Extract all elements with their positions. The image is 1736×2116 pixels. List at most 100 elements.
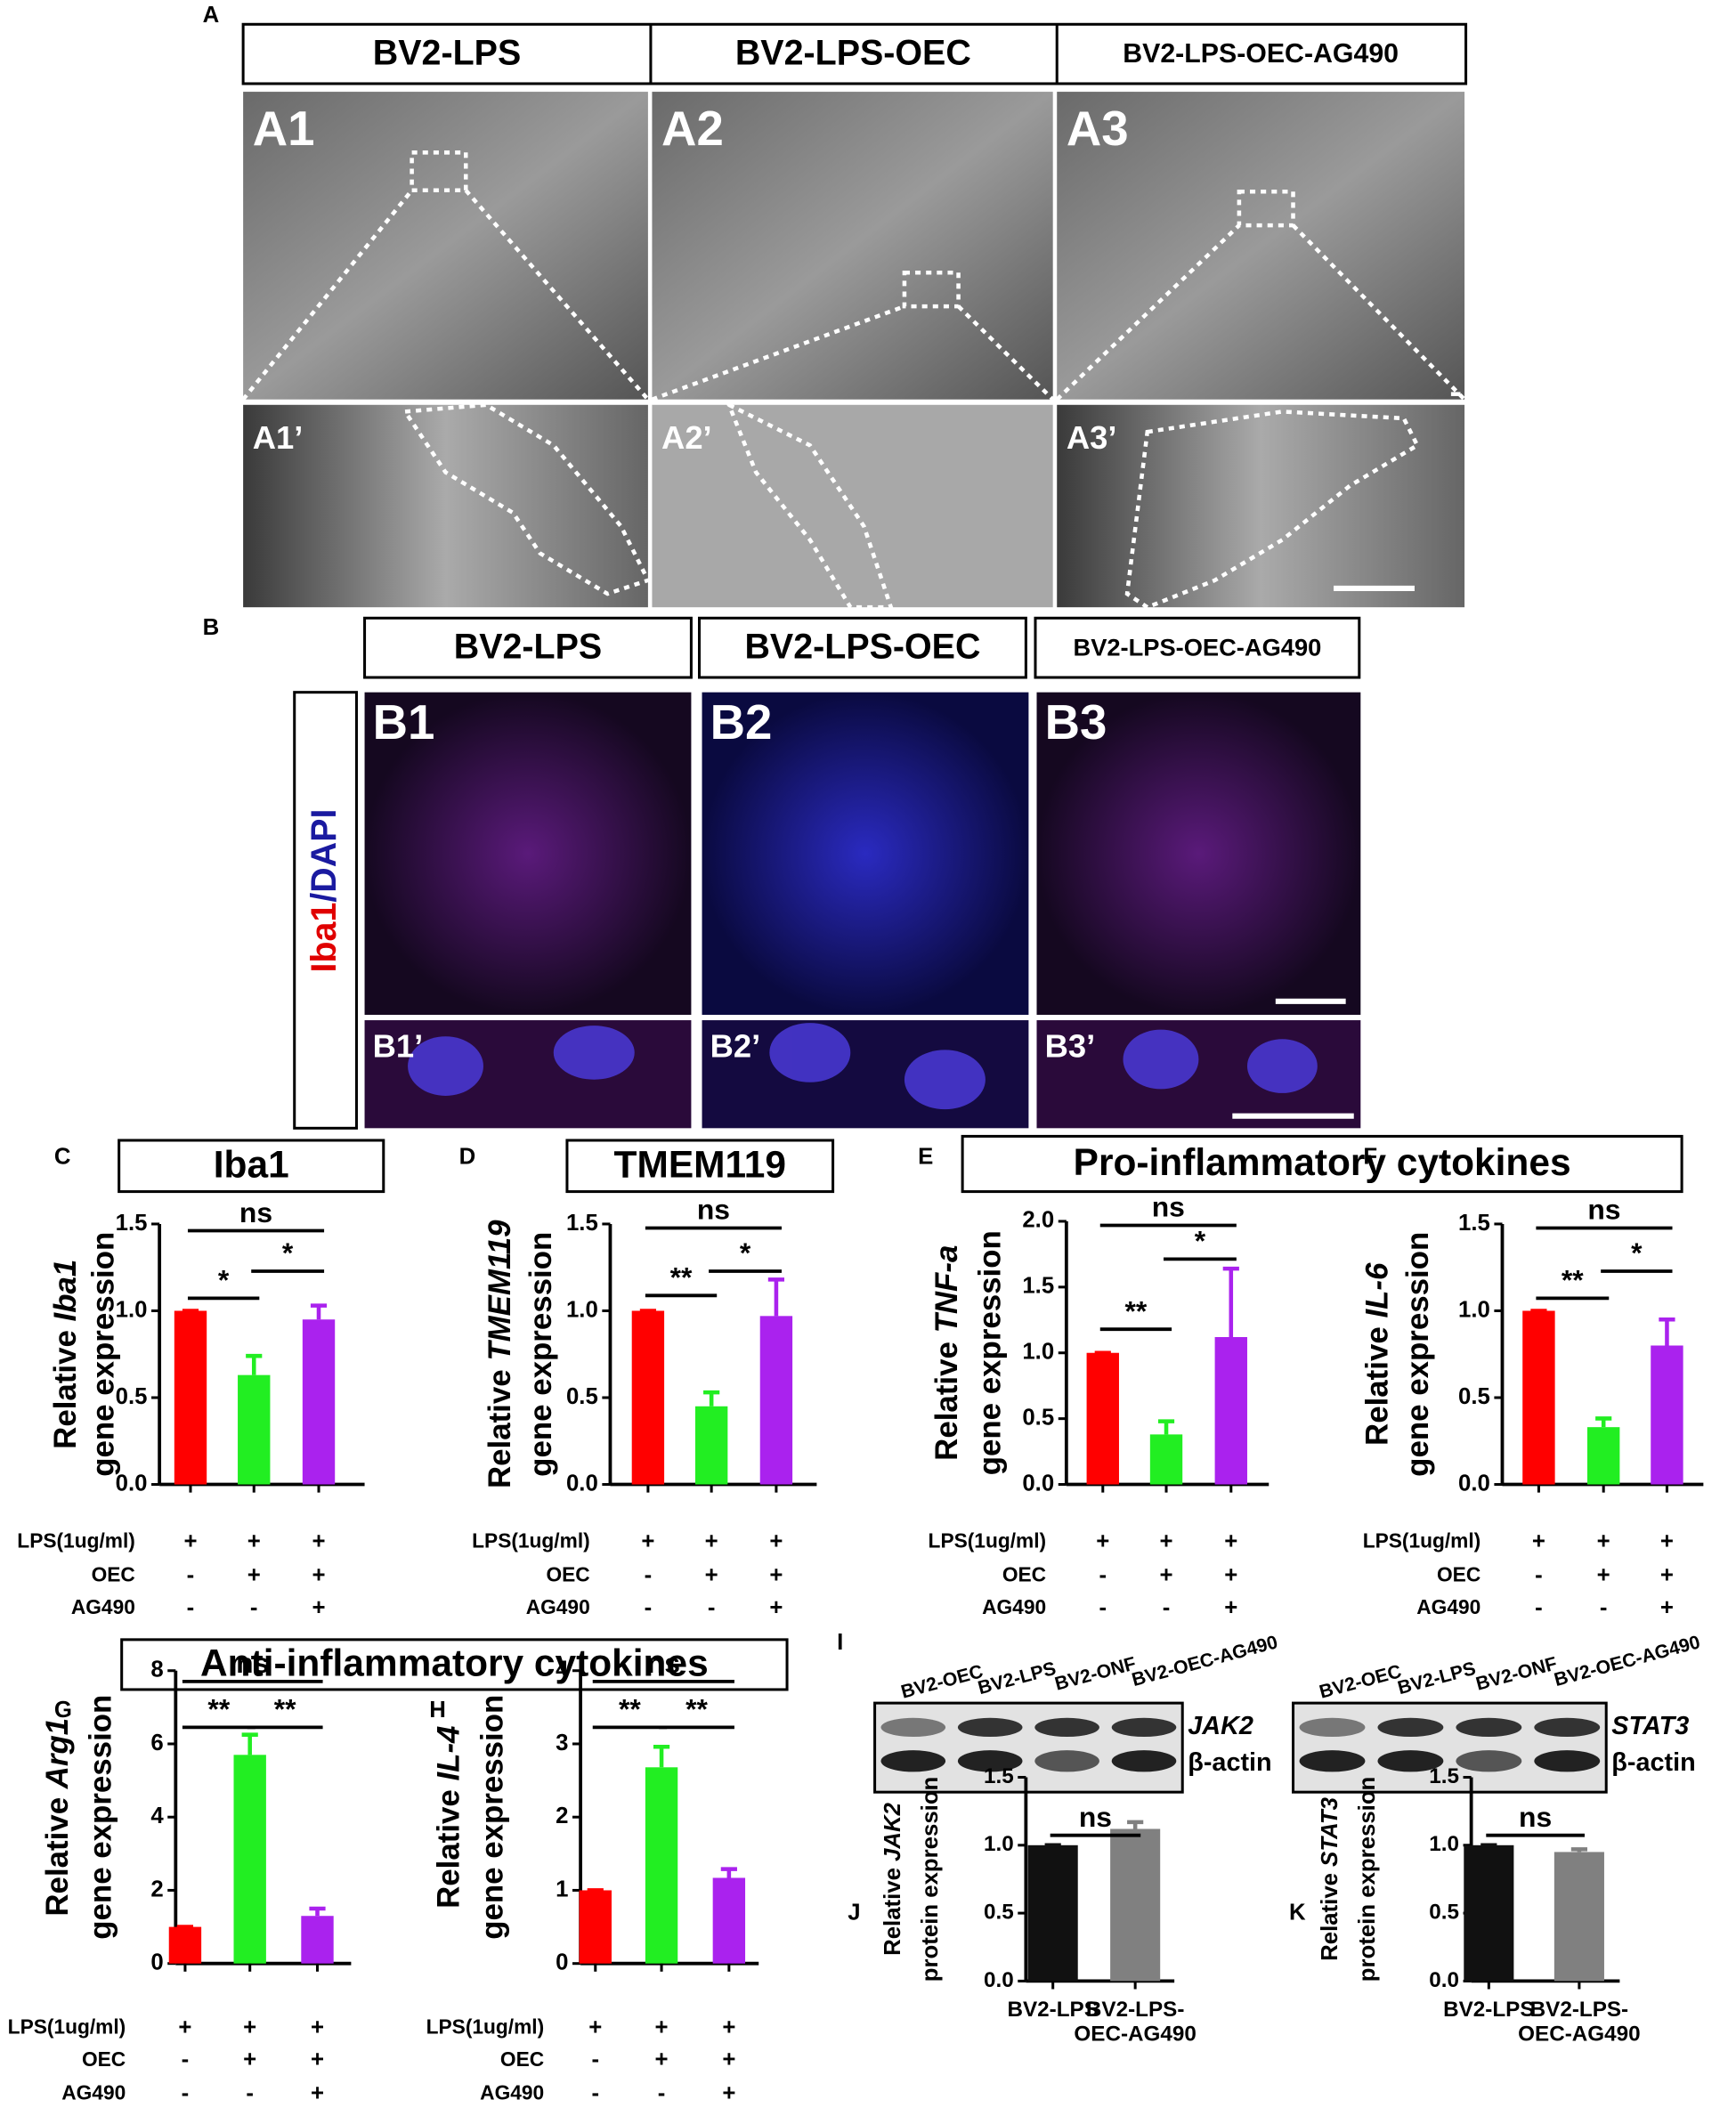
- y-axis-label-gene: Iba1: [48, 1260, 83, 1322]
- error-bar: [1222, 1266, 1239, 1337]
- image-label: A2’: [661, 419, 712, 456]
- condition-mark: -: [1099, 1562, 1107, 1587]
- bar: [645, 1767, 678, 1964]
- header-box: [697, 616, 1027, 679]
- image-label: A2: [661, 101, 724, 156]
- nuclei: [408, 1023, 1318, 1110]
- y-axis-label-gene: Arg1: [40, 1718, 75, 1789]
- bar: [759, 1316, 793, 1485]
- bar: [631, 1310, 665, 1485]
- y-axis-label-text: Relative: [40, 1788, 75, 1916]
- error-bar: [653, 1744, 670, 1768]
- condition-mark: +: [655, 2015, 669, 2039]
- error-bar: [1157, 1419, 1175, 1435]
- condition-mark: +: [1660, 1595, 1674, 1620]
- y-tick-label: 1.5: [1458, 1211, 1490, 1236]
- significance-label: ns: [1152, 1191, 1185, 1223]
- bar: [238, 1374, 271, 1485]
- band: [1034, 1717, 1099, 1738]
- condition-label: OEC: [82, 2047, 126, 2071]
- y-axis-label: Relative Arg1: [40, 1718, 75, 1917]
- condition-mark: +: [769, 1529, 783, 1554]
- panel-letter: H: [429, 1698, 446, 1723]
- y-tick-label: 0.0: [116, 1471, 148, 1496]
- y-tick-label: 1: [556, 1877, 568, 1901]
- y-tick-label: 0.0: [1022, 1471, 1054, 1496]
- x-tick-label: BV2-LPS: [1443, 1998, 1534, 2022]
- condition-mark: +: [178, 2015, 191, 2039]
- image-label: B2’: [710, 1027, 761, 1064]
- fluorescence-image: [1036, 692, 1361, 1015]
- bar: [1027, 1844, 1078, 1982]
- y-tick-label: 1.5: [1429, 1764, 1459, 1788]
- micrograph: [652, 92, 1053, 400]
- condition-mark: +: [312, 1595, 325, 1620]
- bar: [1651, 1345, 1683, 1485]
- stain-red: Iba1: [305, 903, 345, 973]
- condition-mark: -: [1535, 1595, 1543, 1620]
- stain-box: [293, 691, 358, 1130]
- y-axis-label-text: Relative: [483, 1361, 517, 1488]
- title-box: [565, 1139, 835, 1194]
- condition-mark: +: [705, 1562, 718, 1587]
- band: [1111, 1717, 1177, 1738]
- panel-letter: C: [54, 1144, 71, 1169]
- error-bar: [767, 1277, 785, 1317]
- condition-mark: +: [312, 1562, 325, 1587]
- significance-label: *: [1195, 1225, 1206, 1257]
- y-axis-label: gene expression: [475, 1695, 509, 1940]
- condition-label: AG490: [526, 1595, 590, 1618]
- x-tick-label: BV2-LPS-: [1530, 1998, 1628, 2022]
- y-tick-label: 4: [556, 1658, 569, 1682]
- y-axis-label: Relative JAK2: [880, 1802, 905, 1956]
- y-tick-label: 0.5: [566, 1384, 598, 1409]
- panel-letter: J: [848, 1900, 860, 1925]
- panel-letter: A: [203, 3, 220, 28]
- lane-label: BV2-OEC-AG490: [1552, 1632, 1702, 1690]
- significance-label: ns: [647, 1647, 680, 1679]
- y-axis-label-text: Relative: [929, 1333, 964, 1460]
- bar: [1586, 1427, 1620, 1485]
- condition-mark: -: [591, 2047, 599, 2072]
- condition-mark: +: [1660, 1529, 1674, 1554]
- band: [1299, 1717, 1366, 1738]
- condition-mark: +: [1160, 1562, 1173, 1587]
- y-tick-label: 3: [556, 1731, 568, 1755]
- y-tick-label: 0.5: [116, 1384, 148, 1409]
- error-bar: [241, 1732, 258, 1755]
- condition-label: AG490: [71, 1595, 135, 1618]
- panel-letter: E: [918, 1144, 933, 1169]
- significance-label: *: [218, 1264, 230, 1296]
- band: [1534, 1750, 1601, 1772]
- panel-letter: B: [203, 615, 220, 640]
- y-axis-label: gene expression: [1400, 1232, 1435, 1477]
- panel-letter: G: [54, 1698, 72, 1723]
- x-tick-label: OEC-AG490: [1518, 2022, 1640, 2046]
- condition-mark: -: [187, 1562, 195, 1587]
- y-axis-label-gene: TNF-a: [929, 1245, 964, 1334]
- y-tick-label: 0.0: [1429, 1968, 1459, 1992]
- x-tick-label: BV2-LPS-: [1086, 1998, 1185, 2022]
- significance-label: **: [274, 1693, 296, 1725]
- band: [1034, 1750, 1099, 1772]
- panel-letter: F: [1363, 1144, 1377, 1169]
- fluorescence-image: [702, 692, 1029, 1015]
- condition-mark: -: [187, 1595, 195, 1620]
- condition-label: LPS(1ug/ml): [8, 2015, 126, 2038]
- chart-title: TMEM119: [614, 1144, 786, 1186]
- column-header: BV2-LPS-OEC: [744, 628, 980, 667]
- blot: [1292, 1701, 1608, 1794]
- y-tick-label: 1.5: [566, 1211, 598, 1236]
- bar: [1464, 1844, 1514, 1982]
- header-box: [241, 22, 1468, 85]
- condition-mark: +: [588, 2015, 602, 2039]
- condition-mark: -: [645, 1562, 653, 1587]
- y-tick-label: 0: [556, 1950, 568, 1975]
- condition-mark: -: [182, 2047, 190, 2072]
- condition-mark: +: [311, 2047, 324, 2072]
- y-tick-label: 0.0: [1458, 1471, 1490, 1496]
- blot: [873, 1701, 1184, 1794]
- band: [880, 1717, 946, 1738]
